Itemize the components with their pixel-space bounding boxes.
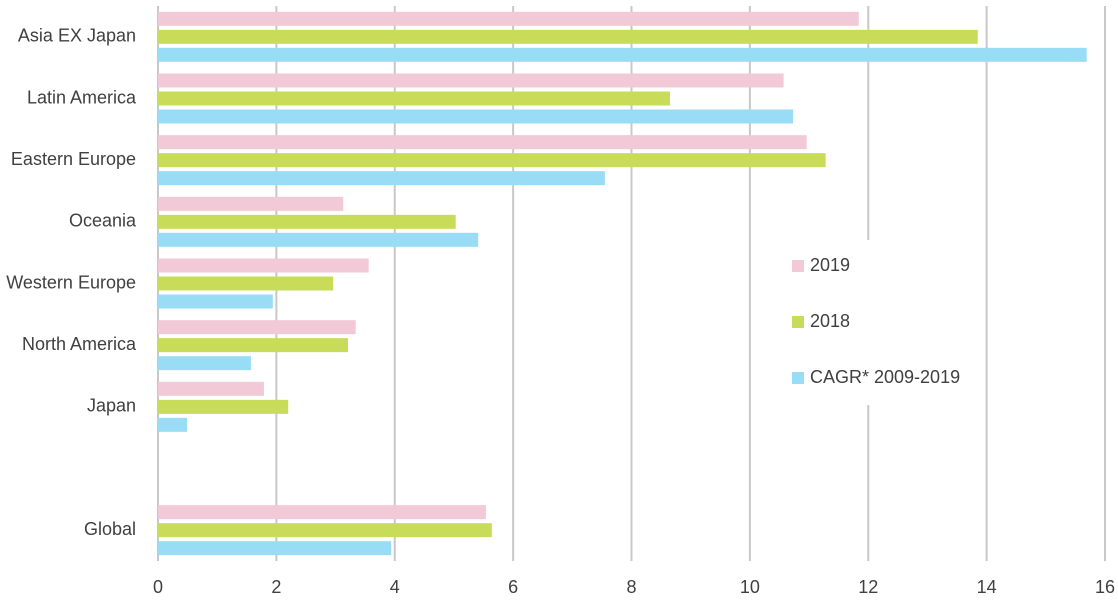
bar [158,417,188,432]
y-tick-label: Asia EX Japan [18,26,136,46]
bar [158,214,456,229]
y-tick-label: Western Europe [6,272,136,292]
x-tick-label: 16 [1095,577,1115,597]
legend-label: CAGR* 2009-2019 [810,367,960,387]
bar [158,11,859,26]
x-tick-label: 8 [626,577,636,597]
x-tick-label: 4 [390,577,400,597]
legend-label: 2019 [810,255,850,275]
legend-box [780,240,975,405]
bar [158,73,784,88]
bar [158,320,356,335]
bar [158,47,1087,62]
bar [158,171,605,186]
bar [158,276,334,291]
bar [158,338,348,353]
bar [158,294,273,309]
bar [158,29,978,44]
legend-label: 2018 [810,311,850,331]
legend-swatch [792,316,804,328]
x-tick-label: 0 [153,577,163,597]
x-tick-label: 14 [977,577,997,597]
legend-swatch [792,260,804,272]
bar [158,399,289,414]
bar [158,232,479,247]
bar [158,135,807,150]
bar [158,258,369,273]
bar [158,381,264,396]
y-tick-label: Oceania [69,211,137,231]
x-tick-label: 6 [508,577,518,597]
bar [158,523,492,538]
bar [158,505,486,520]
legend-swatch [792,372,804,384]
bar [158,91,670,106]
x-tick-label: 10 [740,577,760,597]
y-tick-label: Eastern Europe [11,149,136,169]
y-tick-label: Global [84,519,136,539]
bar [158,196,344,211]
bar [158,541,392,556]
bar [158,356,251,371]
x-tick-label: 12 [858,577,878,597]
y-tick-label: Latin America [27,87,137,107]
y-tick-label: North America [22,334,137,354]
bar [158,153,826,168]
y-tick-label: Japan [87,396,136,416]
bar [158,109,794,124]
x-tick-label: 2 [271,577,281,597]
